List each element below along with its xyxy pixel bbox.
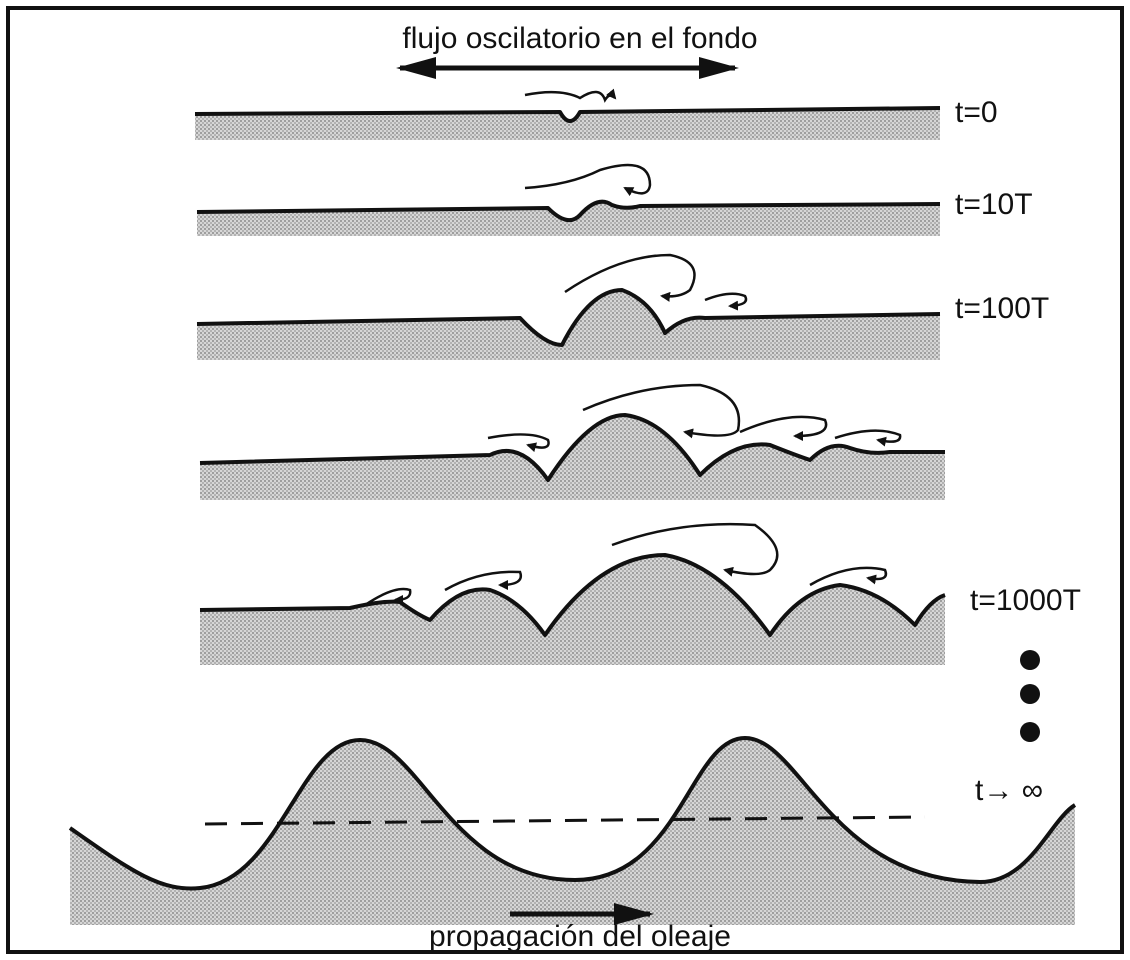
- ellipsis-dot: [1020, 650, 1040, 670]
- stage-final: t→ ∞: [68, 736, 1077, 925]
- footer: propagación del oleaje: [429, 920, 731, 953]
- stage-0: t=0: [194, 88, 998, 140]
- stage-label: t=100T: [955, 292, 1049, 325]
- ellipsis-dot: [1020, 722, 1040, 742]
- frame: [6, 6, 1124, 954]
- title: flujo oscilatorio en el fondo: [402, 22, 757, 55]
- stage-label: t→ ∞: [975, 774, 1043, 807]
- stage-label: t=1000T: [970, 584, 1081, 617]
- ellipsis-dot: [1020, 684, 1040, 704]
- stage-2: t=100T: [196, 253, 1049, 360]
- stage-3: [199, 383, 945, 500]
- stage-label: t=10T: [955, 188, 1033, 221]
- stage-4: t=1000T: [199, 522, 1081, 665]
- mean-level: [204, 815, 926, 826]
- stage-label: t=0: [955, 96, 998, 129]
- stage-1: t=10T: [196, 163, 1033, 236]
